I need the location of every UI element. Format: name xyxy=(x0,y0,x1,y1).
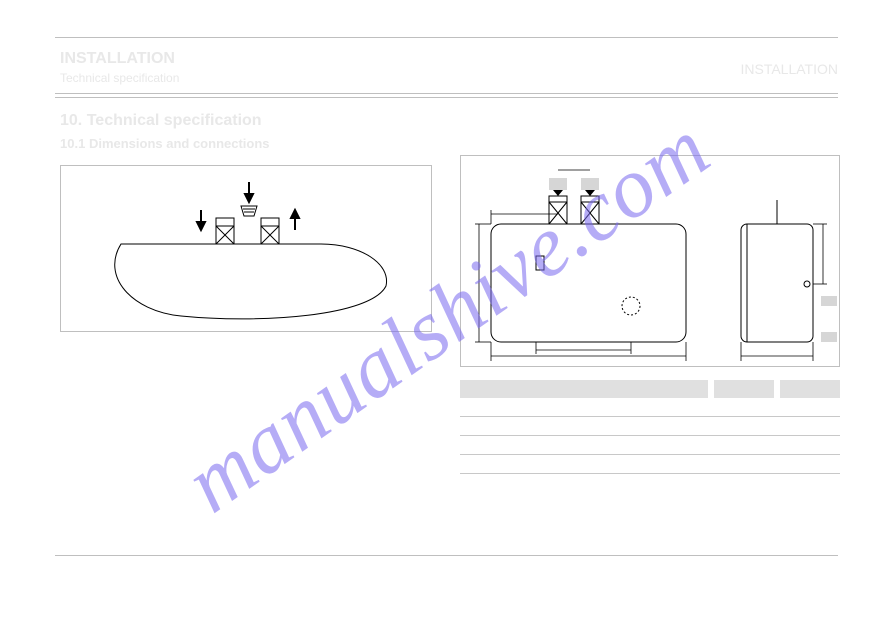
heading-10-num: 10. xyxy=(60,112,82,129)
page: INSTALLATION Technical specification INS… xyxy=(0,0,893,629)
figure-sink xyxy=(60,165,432,332)
rule-bottom xyxy=(55,555,838,556)
heading-10: 10. Technical specification xyxy=(60,112,262,130)
table-row xyxy=(460,398,840,417)
header-right: INSTALLATION xyxy=(740,60,838,79)
figure-sink-svg xyxy=(61,166,431,331)
table-row xyxy=(460,455,840,474)
specs-table xyxy=(460,380,840,474)
heading-10-1-txt: Dimensions and connections xyxy=(89,136,270,151)
rule-top-2 xyxy=(55,93,838,98)
heading-10-1: 10.1 Dimensions and connections xyxy=(60,136,270,151)
rule-top-1 xyxy=(55,37,838,38)
heading-10-txt: Technical specification xyxy=(87,112,262,129)
figure-device xyxy=(460,155,840,367)
specs-header-c3 xyxy=(780,380,840,398)
header-section: Technical specification xyxy=(60,70,179,86)
header-chapter: INSTALLATION xyxy=(60,48,175,70)
table-row xyxy=(460,417,840,436)
figure-device-svg xyxy=(461,156,839,366)
specs-header-c1 xyxy=(460,380,708,398)
specs-header-c2 xyxy=(714,380,774,398)
specs-header xyxy=(460,380,840,398)
heading-10-1-num: 10.1 xyxy=(60,136,85,151)
table-row xyxy=(460,436,840,455)
